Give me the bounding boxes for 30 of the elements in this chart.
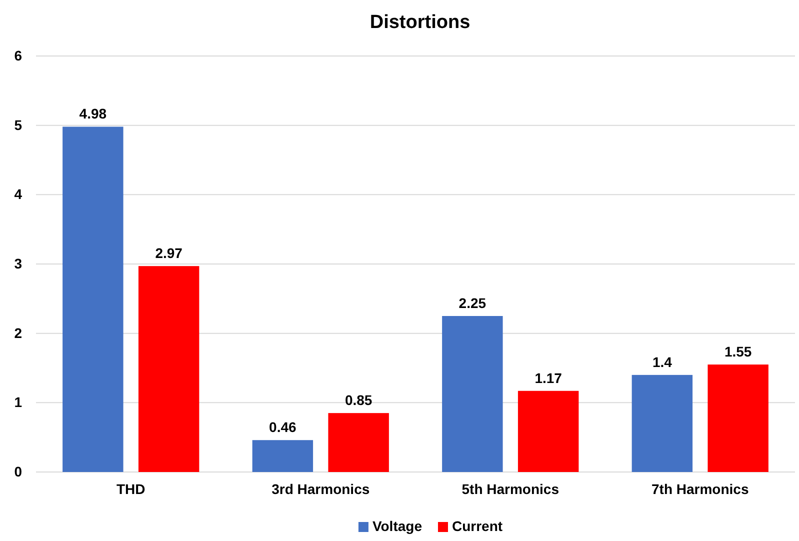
data-label: 4.98 xyxy=(79,106,107,122)
x-tick-label: 7th Harmonics xyxy=(652,480,749,497)
y-tick-label: 4 xyxy=(14,186,22,202)
x-tick-label: 3rd Harmonics xyxy=(272,480,370,497)
data-label: 1.4 xyxy=(652,354,672,370)
legend-label: Current xyxy=(452,518,503,534)
legend-label: Voltage xyxy=(372,518,422,534)
bar xyxy=(708,364,768,472)
chart-title: Distortions xyxy=(370,12,470,33)
data-label: 0.46 xyxy=(269,419,297,436)
data-label: 1.55 xyxy=(724,344,752,360)
bar xyxy=(442,316,503,472)
x-tick-label: THD xyxy=(116,480,146,497)
bar xyxy=(518,390,579,472)
y-tick-label: 1 xyxy=(14,394,22,410)
y-tick-label: 3 xyxy=(14,255,22,272)
data-label: 1.17 xyxy=(534,370,562,386)
data-label: 2.25 xyxy=(458,295,486,311)
y-tick-label: 2 xyxy=(14,324,22,341)
x-tick-label: 5th Harmonics xyxy=(462,480,560,497)
bar xyxy=(62,126,124,472)
data-label: 0.85 xyxy=(344,392,372,408)
y-tick-label: 0 xyxy=(14,463,22,480)
bar xyxy=(632,374,693,472)
data-label: 2.97 xyxy=(155,245,183,262)
bar xyxy=(328,413,389,472)
y-tick-label: 5 xyxy=(14,116,22,133)
bar xyxy=(252,440,314,472)
y-tick-label: 6 xyxy=(14,47,22,64)
bar xyxy=(138,266,200,472)
